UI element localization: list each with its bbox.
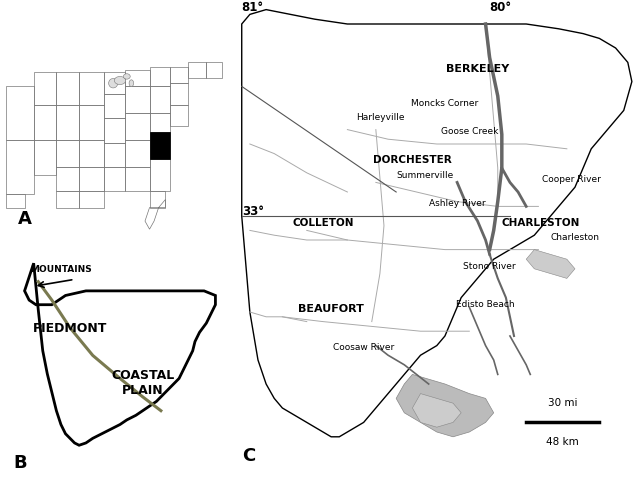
Bar xyxy=(34,140,56,175)
Text: Charleston: Charleston xyxy=(550,233,600,242)
Bar xyxy=(170,83,188,105)
Bar xyxy=(150,113,170,132)
Text: Moncks Corner: Moncks Corner xyxy=(412,98,479,108)
Text: BERKELEY: BERKELEY xyxy=(446,64,509,74)
Bar xyxy=(170,105,188,126)
Text: Summerville: Summerville xyxy=(396,170,453,180)
Bar xyxy=(6,86,34,140)
Text: Goose Creek: Goose Creek xyxy=(440,127,498,136)
Bar xyxy=(104,94,125,119)
Bar xyxy=(79,105,104,140)
Text: Edisto Beach: Edisto Beach xyxy=(456,300,515,309)
Text: Harleyville: Harleyville xyxy=(356,113,404,122)
Text: A: A xyxy=(18,210,31,228)
Bar xyxy=(170,67,188,83)
Bar xyxy=(150,192,165,207)
Bar xyxy=(79,192,104,207)
Text: 80°: 80° xyxy=(490,1,512,14)
Bar xyxy=(104,119,125,143)
Ellipse shape xyxy=(109,78,118,88)
Bar xyxy=(206,61,222,78)
Bar xyxy=(125,140,150,167)
Bar xyxy=(150,159,170,192)
Text: Coosaw River: Coosaw River xyxy=(333,343,394,352)
Text: MOUNTAINS: MOUNTAINS xyxy=(30,265,92,275)
Bar xyxy=(56,105,79,140)
Polygon shape xyxy=(412,394,461,427)
Bar xyxy=(34,72,56,105)
Bar xyxy=(56,140,79,167)
Bar xyxy=(125,113,150,140)
Bar xyxy=(56,72,79,105)
Bar xyxy=(150,67,170,86)
Ellipse shape xyxy=(115,76,125,84)
Ellipse shape xyxy=(129,80,134,86)
Polygon shape xyxy=(526,250,575,278)
Text: Stono River: Stono River xyxy=(463,262,516,271)
Polygon shape xyxy=(396,374,493,437)
Text: Cooper River: Cooper River xyxy=(543,175,602,184)
Bar xyxy=(150,132,170,159)
Bar xyxy=(34,105,56,140)
Text: CHARLESTON: CHARLESTON xyxy=(502,217,580,228)
Bar xyxy=(125,167,150,192)
Polygon shape xyxy=(242,10,632,437)
Text: 30 mi: 30 mi xyxy=(548,398,577,408)
Bar xyxy=(79,167,104,192)
Bar xyxy=(150,86,170,113)
Bar xyxy=(56,167,79,192)
Text: C: C xyxy=(242,447,255,465)
Bar xyxy=(125,86,150,113)
Text: PIEDMONT: PIEDMONT xyxy=(33,323,108,336)
Polygon shape xyxy=(150,132,170,159)
Text: 33°: 33° xyxy=(242,204,264,218)
Ellipse shape xyxy=(124,74,130,79)
Bar xyxy=(188,61,206,78)
Bar xyxy=(104,143,125,167)
Bar xyxy=(79,72,104,105)
Bar xyxy=(104,72,125,94)
Text: DORCHESTER: DORCHESTER xyxy=(373,155,452,165)
Bar xyxy=(79,140,104,167)
Bar xyxy=(104,167,125,192)
Text: B: B xyxy=(13,454,27,472)
Text: 81°: 81° xyxy=(242,1,264,14)
Text: Ashley River: Ashley River xyxy=(429,199,485,208)
Text: COASTAL
PLAIN: COASTAL PLAIN xyxy=(111,369,174,397)
Bar xyxy=(125,70,150,86)
Polygon shape xyxy=(24,263,216,445)
Bar xyxy=(6,140,34,194)
Text: 48 km: 48 km xyxy=(547,437,579,447)
Text: COLLETON: COLLETON xyxy=(292,217,354,228)
Text: BEAUFORT: BEAUFORT xyxy=(298,304,364,314)
Bar xyxy=(6,194,24,207)
